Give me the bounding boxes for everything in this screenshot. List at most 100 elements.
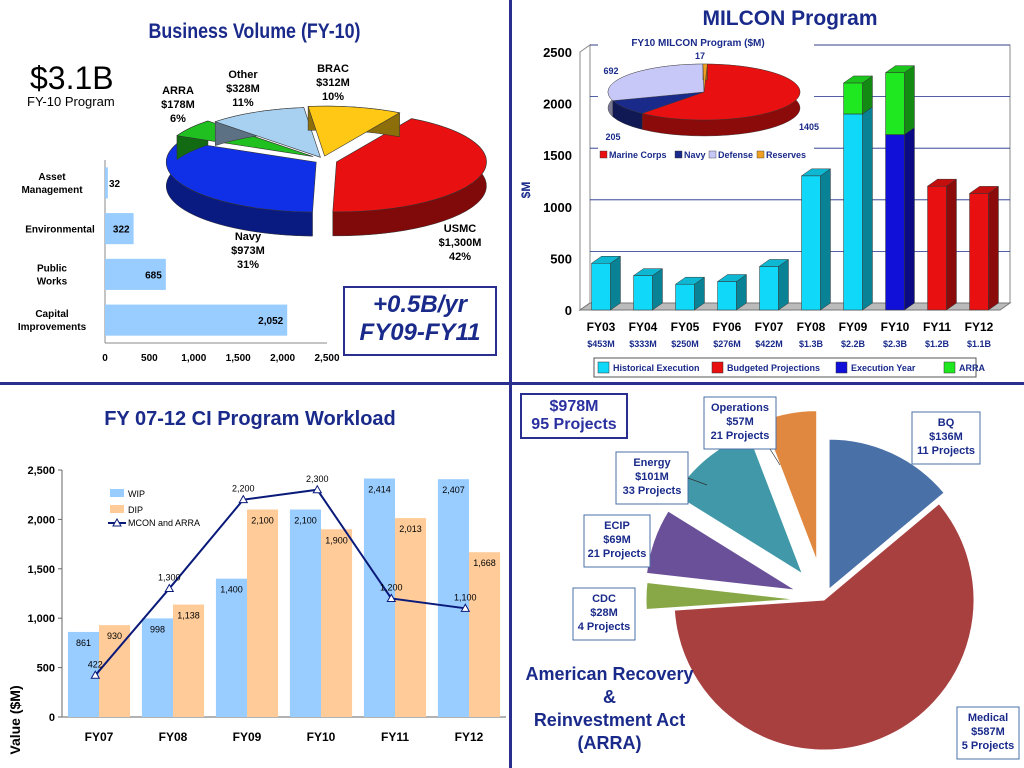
ci-wip-label: 2,100: [294, 516, 317, 526]
milcon-bar-top: [926, 178, 958, 187]
business-volume-pie: USMC $1,300M 42% Navy $973M 31% ARRA $178M 6% Oth…: [161, 63, 487, 271]
milcon-x-tick: FY09: [839, 320, 868, 334]
arra-label-box-medical: [956, 706, 1020, 760]
ci-x-tick: FY07: [85, 730, 114, 744]
milcon-bar: [801, 175, 821, 311]
inset-slice: [607, 63, 705, 101]
growth-callout-line1: +0.5B/yr: [372, 291, 468, 318]
ci-wip-label: 1,400: [220, 585, 243, 595]
arra-label-box-energy: [615, 451, 689, 505]
milcon-bar-side: [610, 255, 621, 311]
milcon-y-tick: 2500: [543, 45, 572, 60]
arra-footer-line-4: (ARRA): [577, 733, 642, 753]
arra-slice-cdc: [645, 581, 797, 611]
ci-dip-label: 930: [107, 631, 122, 641]
milcon-x-tick: FY03: [587, 320, 616, 334]
hbar-value-label: 32: [109, 179, 121, 190]
milcon-legend-swatch: [597, 361, 610, 374]
arra-label-box-cdc: [572, 587, 636, 641]
ci-line-label: 2,200: [232, 484, 255, 494]
milcon-legend-label: Budgeted Projections: [727, 363, 820, 373]
ci-dip-label: 2,100: [251, 516, 274, 526]
milcon-chart: MILCON Program $M 0 500 1000 1500 2000 2500 FY…: [519, 7, 1012, 378]
pie-label-usmc-line-3: 42%: [449, 251, 471, 263]
ci-legend-label-line: MCON and ARRA: [128, 518, 200, 528]
arra-label-ecip-line-2: $69M: [603, 534, 631, 546]
pie-label-other-line-3: 11%: [232, 97, 254, 109]
ci-wip-label: 861: [76, 638, 91, 648]
business-lines-bar-chart: Asset Management 32 Environmental 322 Public W…: [18, 160, 340, 364]
ci-legend-swatch-dip: [110, 505, 124, 513]
business-volume-panel: Business Volume (FY-10) $3.1B FY-10 Prog…: [0, 0, 509, 382]
milcon-bar-top: [716, 274, 748, 282]
pie-label-usmc-line-2: $1,300M: [439, 237, 482, 249]
pie-slice-arra: [176, 120, 314, 157]
milcon-value-label: $250M: [671, 339, 699, 349]
ci-y-tick: 1,000: [27, 613, 55, 625]
milcon-value-label: $1.1B: [967, 339, 992, 349]
ci-x-tick: FY12: [455, 730, 484, 744]
milcon-bar: [885, 72, 905, 135]
hbar-x-tick: 1,500: [226, 353, 251, 364]
milcon-bar-side: [862, 106, 873, 311]
ci-line-label: 1,100: [454, 592, 477, 602]
milcon-value-label: $2.3B: [883, 339, 908, 349]
horizontal-divider: [0, 382, 1024, 385]
milcon-bar: [675, 283, 695, 311]
milcon-bar-top: [590, 256, 622, 264]
inset-legend-label: Defense: [718, 150, 753, 160]
hbar-bar: [105, 304, 288, 336]
ci-x-tick: FY08: [159, 730, 188, 744]
arra-label-medical-line-1: Medical: [968, 712, 1008, 724]
milcon-legend-label: ARRA: [959, 363, 985, 373]
arra-label-box-operations: [703, 396, 777, 450]
milcon-legend-swatch: [943, 361, 956, 374]
milcon-title: MILCON Program: [702, 7, 877, 30]
inset-legend-label: Marine Corps: [609, 150, 667, 160]
arra-footer-line-3: Reinvestment Act: [533, 710, 686, 730]
business-volume-title: Business Volume (FY-10): [148, 20, 361, 43]
pie-label-navy-line-2: $973M: [231, 245, 265, 257]
milcon-x-tick: FY12: [965, 320, 994, 334]
ci-line-label: 1,300: [158, 573, 181, 583]
milcon-x-tick: FY07: [755, 320, 784, 334]
arra-slice-medical: [673, 503, 975, 751]
arra-slice-bq: [828, 438, 945, 591]
inset-value-label: 1405: [799, 122, 819, 132]
inset-legend-label: Reserves: [766, 150, 806, 160]
ci-y-tick: 1,500: [27, 564, 55, 576]
arra-total-box: $978M 95 Projects: [520, 393, 628, 439]
total-value: $3.1B: [30, 60, 114, 96]
hbar-category-label-line-1: Capital: [35, 309, 69, 320]
arra-label-operations-line-3: 21 Projects: [711, 430, 770, 442]
ci-wip-bar: [215, 578, 247, 717]
arra-pie-chart: BQ $136M 11 Projects Medical $587M 5 Projects…: [572, 396, 1020, 760]
milcon-bar: [969, 193, 989, 311]
pie-label-brac-line-3: 10%: [322, 91, 344, 103]
pie-slice-usmc: [332, 118, 487, 213]
milcon-bar: [633, 275, 653, 311]
milcon-bar-side: [904, 127, 915, 311]
arra-label-operations-line-2: $57M: [726, 416, 754, 428]
milcon-bar: [759, 266, 779, 311]
hbar-value-label: 685: [145, 270, 162, 281]
ci-line-marker: [164, 583, 175, 593]
milcon-ylabel: $M: [519, 182, 533, 199]
ci-dip-bar: [173, 604, 205, 717]
arra-label-bq-line-3: 11 Projects: [917, 445, 975, 457]
ci-dip-bar: [247, 509, 279, 717]
arra-footer-line-1: American Recovery: [525, 664, 694, 684]
milcon-x-tick: FY11: [923, 320, 951, 334]
arra-label-box-ecip: [583, 514, 651, 568]
arra-label-energy-line-2: $101M: [635, 471, 669, 483]
inset-legend-swatch: [756, 150, 765, 159]
milcon-x-tick: FY04: [629, 320, 658, 334]
ci-wip-bar: [141, 618, 173, 717]
ci-workload-title: FY 07-12 CI Program Workload: [104, 408, 396, 430]
inset-slice: [702, 63, 708, 93]
pie-label-arra-line-2: $178M: [161, 99, 195, 111]
inset-title: FY10 MILCON Program ($M): [631, 38, 764, 49]
arra-label-operations-line-1: Operations: [711, 402, 769, 414]
ci-line-label: 1,200: [380, 582, 403, 592]
inset-legend-swatch: [674, 150, 683, 159]
